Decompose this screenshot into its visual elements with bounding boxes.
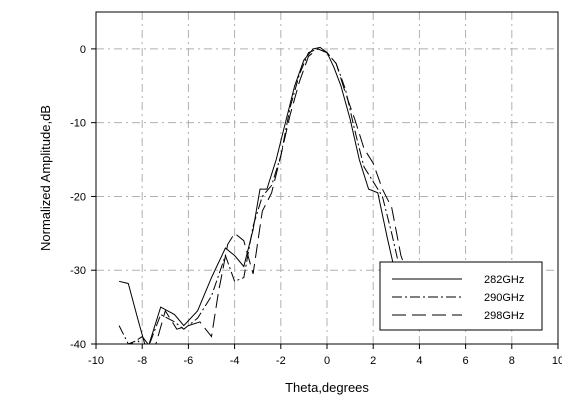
- y-tick-label: 0: [80, 44, 86, 56]
- legend-items: 282GHz 290GHz 298GHz: [392, 274, 524, 322]
- series-line-290GHz: [118, 48, 448, 344]
- x-axis-label: Theta,degrees: [285, 380, 369, 395]
- x-tick-label: -4: [230, 355, 240, 367]
- legend-label-282GHz: 282GHz: [484, 274, 524, 286]
- y-tick-label: -20: [70, 191, 86, 203]
- x-tick-label: 8: [509, 355, 515, 367]
- x-tick-label: 2: [370, 355, 376, 367]
- series-line-282GHz: [118, 46, 443, 344]
- legend-box: [379, 261, 543, 331]
- x-tick-label: -6: [184, 355, 194, 367]
- y-axis-label: Normalized Amplitude,dB: [38, 105, 53, 251]
- grid: [96, 12, 558, 344]
- x-tick-label: 10: [552, 355, 562, 367]
- tick-labels: -10 -8 -6 -4 -2 0 2 4 6 8 100-10-20-30-40: [70, 44, 562, 367]
- ticks: [91, 48, 559, 349]
- legend-label-298GHz: 298GHz: [484, 310, 524, 322]
- y-tick-label: -40: [70, 339, 86, 351]
- y-tick-label: -30: [70, 265, 86, 277]
- y-tick-label: -10: [70, 118, 86, 130]
- x-tick-label: -10: [88, 355, 104, 367]
- legend-label-290GHz: 290GHz: [484, 292, 524, 304]
- x-tick-label: -8: [137, 355, 147, 367]
- x-tick-label: -2: [276, 355, 286, 367]
- series-group: [118, 46, 478, 344]
- legend: 282GHz 290GHz 298GHz: [379, 261, 543, 331]
- series-line-298GHz: [119, 48, 478, 344]
- x-tick-label: 0: [324, 355, 330, 367]
- x-tick-label: 4: [416, 355, 422, 367]
- x-tick-label: 6: [463, 355, 469, 367]
